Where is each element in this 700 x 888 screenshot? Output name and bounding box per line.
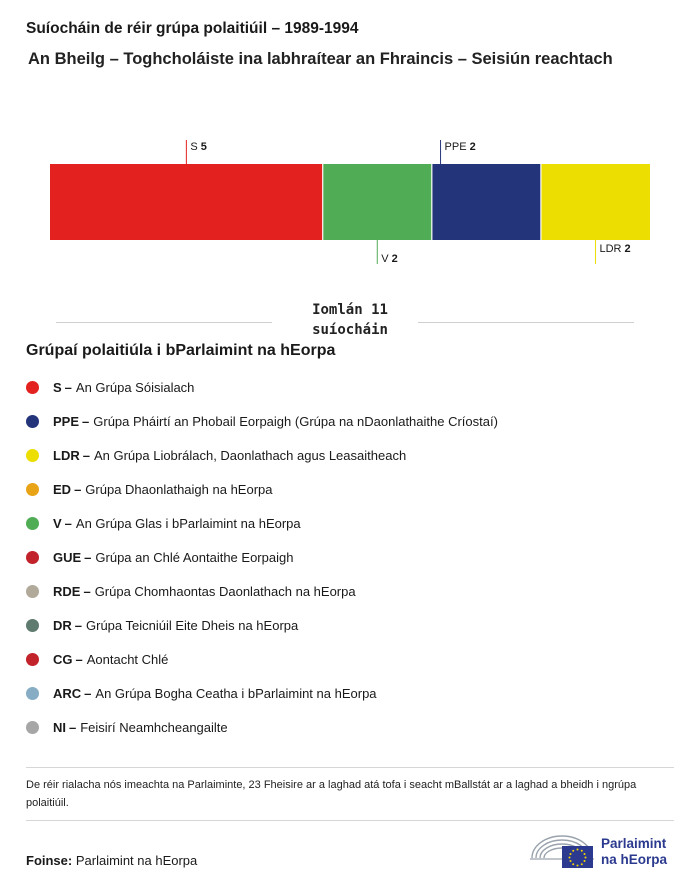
source-label: Foinse:	[26, 853, 73, 868]
legend-dash: –	[75, 651, 83, 667]
data-label-ppe: PPE 2	[445, 141, 476, 153]
legend-dash: –	[82, 447, 90, 463]
legend-swatch	[26, 482, 39, 496]
legend-dash: –	[64, 379, 72, 395]
legend-dash: –	[74, 617, 83, 633]
logo-line-2: na hEorpa	[601, 852, 668, 867]
legend-swatch	[26, 686, 39, 700]
legend-abbr: V	[53, 515, 62, 531]
legend-item-cg: CG – Aontacht Chlé	[26, 642, 498, 676]
legend-swatch	[26, 720, 39, 734]
legend-item-ni: NI – Feisirí Neamhcheangailte	[26, 710, 498, 744]
european-parliament-logo: Parlaimint na hEorpa	[528, 828, 678, 870]
chart-subtitle: An Bheilg – Toghcholáiste ina labhraítea…	[28, 50, 613, 68]
legend-label: Grúpa Dhaonlathaigh na hEorpa	[85, 481, 273, 497]
stacked-bar-chart: S 5 V 2 PPE 2 LDR 2	[50, 140, 650, 265]
logo-line-1: Parlaimint	[601, 836, 667, 851]
legend-abbr: GUE	[53, 549, 82, 565]
divider	[26, 767, 674, 768]
eu-flag-icon	[562, 846, 593, 868]
logo-text: Parlaimint na hEorpa	[601, 836, 667, 868]
chart-title: Suíocháin de réir grúpa polaitiúil – 198…	[26, 20, 359, 37]
legend-title: Grúpaí polaitiúla i bParlaimint na hEorp…	[26, 342, 336, 359]
bar-segment-v	[322, 164, 432, 240]
legend-abbr: PPE	[53, 413, 80, 429]
legend-item-arc: ARC – An Grúpa Bogha Ceatha i bParlaimint …	[26, 676, 498, 710]
legend-swatch	[26, 516, 39, 530]
legend-item-dr: DR – Grúpa Teicniúil Eite Dheis na hEorpa	[26, 608, 498, 642]
legend-dash: –	[74, 481, 82, 497]
legend-swatch	[26, 380, 39, 394]
legend-dash: –	[83, 583, 91, 599]
source-value: Parlaimint na hEorpa	[75, 853, 198, 868]
legend-label: Grúpa Chomhaontas Daonlathach na hEorpa	[94, 583, 356, 599]
legend-abbr: CG	[53, 651, 73, 667]
legend-swatch	[26, 448, 39, 462]
data-label-v: V 2	[381, 253, 398, 265]
legend-item-s: S – An Grúpa Sóisialach	[26, 370, 498, 404]
legend-swatch	[26, 584, 39, 598]
legend-abbr: LDR	[53, 447, 80, 463]
legend-abbr: DR	[53, 617, 72, 633]
legend-item-ed: ED – Grúpa Dhaonlathaigh na hEorpa	[26, 472, 498, 506]
legend-swatch	[26, 414, 39, 428]
data-label-ldr: LDR 2	[599, 243, 630, 255]
legend-dash: –	[69, 719, 77, 735]
legend-label: An Grúpa Glas i bParlaimint na hEorpa	[75, 515, 301, 531]
legend-dash: –	[64, 515, 72, 531]
legend-label: Grúpa Pháirtí an Phobail Eorpaigh (Grúpa…	[93, 413, 498, 429]
legend-item-rde: RDE – Grúpa Chomhaontas Daonlathach na hEo…	[26, 574, 498, 608]
legend-dash: –	[82, 413, 90, 429]
data-label-s: S 5	[190, 141, 207, 153]
parliament-hemicycle-icon	[530, 835, 594, 868]
legend-label: An Grúpa Liobrálach, Daonlathach agus Le…	[93, 447, 407, 463]
legend-abbr: RDE	[53, 583, 81, 599]
legend-swatch	[26, 618, 39, 632]
legend-item-v: V – An Grúpa Glas i bParlaimint na hEorpa	[26, 506, 498, 540]
legend-abbr: ED	[53, 481, 72, 497]
divider-left	[56, 322, 272, 323]
legend-item-ldr: LDR – An Grúpa Liobrálach, Daonlathach agu…	[26, 438, 498, 472]
legend-abbr: ARC	[53, 685, 82, 701]
bar-segment-ppe	[431, 164, 541, 240]
bar-segment-ldr	[540, 164, 650, 240]
legend-label: An Grúpa Bogha Ceatha i bParlaimint na h…	[95, 685, 377, 701]
footnote: De réir rialacha nós imeachta na Parlaim…	[26, 779, 637, 809]
legend-swatch	[26, 550, 39, 564]
bar-segment-s	[50, 164, 323, 240]
divider-right	[418, 322, 634, 323]
legend-label: Aontacht Chlé	[86, 651, 169, 667]
legend-label: An Grúpa Sóisialach	[75, 379, 195, 395]
legend-swatch	[26, 652, 39, 666]
legend-dash: –	[84, 685, 92, 701]
legend-label: Grúpa Teicniúil Eite Dheis na hEorpa	[86, 617, 299, 633]
legend-label: Grúpa an Chlé Aontaithe Eorpaigh	[95, 549, 294, 565]
legend-dash: –	[84, 549, 92, 565]
total-seats: Iomlán 11 suíocháin	[0, 300, 700, 340]
legend-abbr: S	[53, 379, 62, 395]
source: Foinse: Parlaimint na hEorpa	[26, 853, 197, 868]
divider	[26, 820, 674, 821]
legend-item-ppe: PPE – Grúpa Pháirtí an Phobail Eorpaigh (G…	[26, 404, 498, 438]
legend: S – An Grúpa Sóisialach PPE – Grúpa Pháirtí a…	[26, 370, 498, 744]
total-seats-label: Iomlán 11 suíocháin	[312, 302, 388, 338]
legend-abbr: NI	[53, 719, 66, 735]
legend-label: Feisirí Neamhcheangailte	[80, 719, 228, 735]
legend-item-gue: GUE – Grúpa an Chlé Aontaithe Eorpaigh	[26, 540, 498, 574]
